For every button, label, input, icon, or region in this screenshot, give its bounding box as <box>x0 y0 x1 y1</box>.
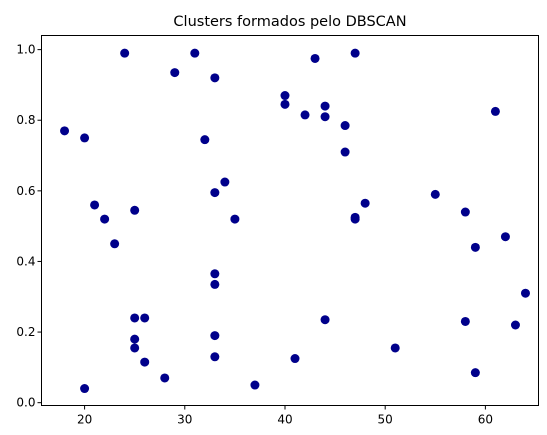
x-tick-label: 40 <box>277 413 292 427</box>
y-tick-label: 0.8 <box>16 113 35 127</box>
data-point <box>320 112 330 122</box>
data-point <box>350 48 360 58</box>
data-point <box>210 188 220 198</box>
data-point <box>130 343 140 353</box>
y-tick-label: 0.0 <box>16 396 35 410</box>
chart-title: Clusters formados pelo DBSCAN <box>173 14 406 30</box>
data-point <box>430 189 440 199</box>
data-point <box>210 352 220 362</box>
y-tick-label: 0.2 <box>16 325 35 339</box>
y-axis: 0.0 0.2 0.4 0.6 0.8 1.0 <box>16 43 42 410</box>
data-point <box>360 198 370 208</box>
data-point <box>510 320 520 330</box>
data-point <box>120 48 130 58</box>
data-point <box>130 205 140 215</box>
data-point <box>300 110 310 120</box>
data-point <box>140 313 150 323</box>
x-tick-label: 50 <box>378 413 393 427</box>
data-point <box>210 331 220 341</box>
data-point <box>230 214 240 224</box>
x-tick-label: 20 <box>77 413 92 427</box>
data-point <box>350 214 360 224</box>
data-point <box>310 53 320 63</box>
x-tick-label: 30 <box>177 413 192 427</box>
data-point <box>140 357 150 367</box>
data-point <box>210 73 220 83</box>
data-point <box>110 239 120 249</box>
data-point <box>290 354 300 364</box>
data-point <box>200 135 210 145</box>
data-point <box>130 313 140 323</box>
data-point <box>340 147 350 157</box>
data-point <box>460 316 470 326</box>
data-point <box>250 380 260 390</box>
data-point <box>520 288 530 298</box>
y-tick-label: 1.0 <box>16 43 35 57</box>
data-point <box>280 91 290 101</box>
data-point <box>460 207 470 217</box>
data-point <box>390 343 400 353</box>
x-axis: 20 30 40 50 60 <box>77 405 493 427</box>
data-point <box>170 68 180 78</box>
data-point <box>320 101 330 111</box>
y-tick-label: 0.6 <box>16 184 35 198</box>
data-point <box>80 133 90 143</box>
data-point <box>490 106 500 116</box>
data-point <box>100 214 110 224</box>
data-point <box>470 242 480 252</box>
y-tick-label: 0.4 <box>16 254 35 268</box>
data-point <box>80 384 90 394</box>
data-point <box>320 315 330 325</box>
data-point <box>60 126 70 136</box>
plot-area <box>60 48 530 394</box>
data-point <box>160 373 170 383</box>
data-point <box>340 121 350 131</box>
x-tick-label: 60 <box>478 413 493 427</box>
axes-frame <box>41 35 539 406</box>
data-point <box>280 99 290 109</box>
data-point <box>130 334 140 344</box>
data-point <box>500 232 510 242</box>
data-point <box>190 48 200 58</box>
data-point <box>210 279 220 289</box>
data-point <box>90 200 100 210</box>
data-point <box>210 269 220 279</box>
data-point <box>220 177 230 187</box>
data-point <box>470 368 480 378</box>
